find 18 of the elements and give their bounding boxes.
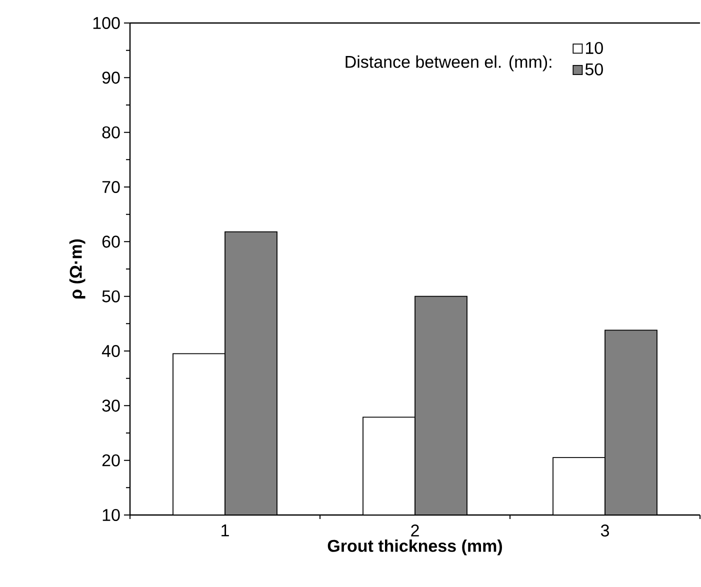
legend-title: Distance between el. (mm):: [346, 55, 552, 72]
x-tick-label: 2: [411, 524, 419, 536]
y-tick-label: 40: [102, 344, 120, 358]
legend-label: 50: [585, 63, 603, 76]
y-tick-label: 50: [102, 290, 120, 302]
y-tick-label: 80: [102, 126, 120, 138]
x-tick-label: 1: [222, 524, 229, 536]
y-tick-label: 100: [93, 16, 120, 30]
y-axis-title: ρ (Ω·m): [69, 239, 86, 298]
y-tick-label: 10: [102, 508, 120, 522]
y-tick-label: 70: [102, 180, 120, 194]
x-axis-title: Grout thickness (mm): [328, 539, 502, 556]
y-tick-label: 30: [102, 400, 120, 412]
y-tick-label: 60: [102, 236, 120, 248]
y-tick-label: 90: [102, 72, 120, 84]
y-tick-label: 20: [102, 454, 120, 466]
x-tick-label: 3: [600, 524, 609, 537]
legend-label: 10: [586, 42, 603, 54]
